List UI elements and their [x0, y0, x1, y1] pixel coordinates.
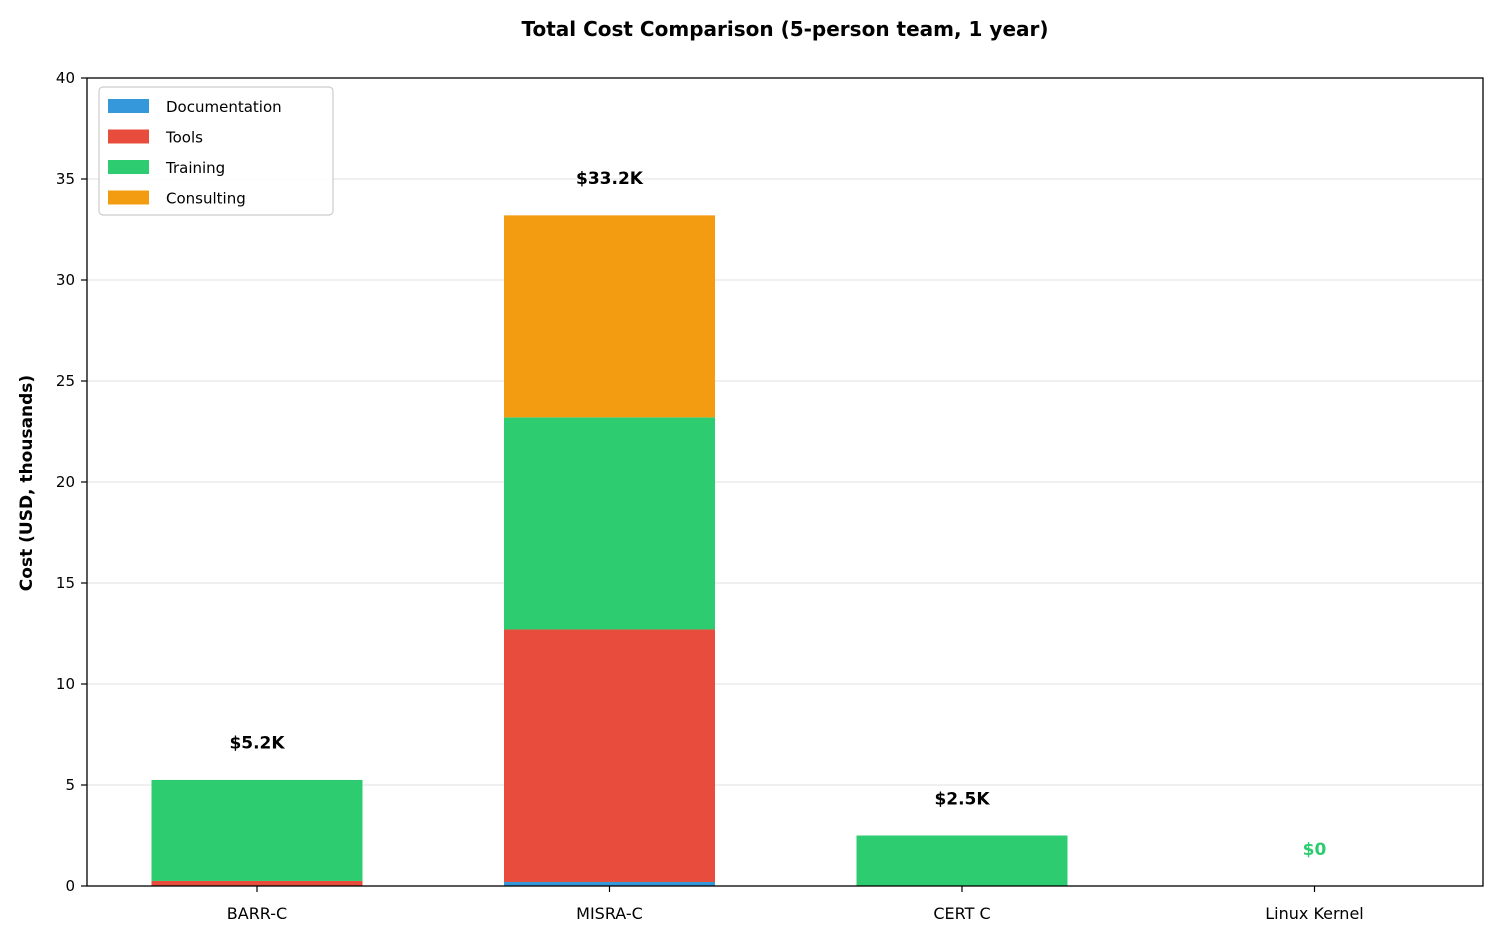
chart-title: Total Cost Comparison (5-person team, 1 … [521, 17, 1048, 41]
y-tick-label: 15 [56, 574, 75, 592]
bar-segment-consulting [504, 215, 715, 418]
bars [151, 215, 1068, 886]
x-axis-ticks: BARR-C MISRA-C CERT C Linux Kernel [227, 886, 1364, 923]
legend-label-consulting: Consulting [166, 190, 246, 208]
legend-box [98, 86, 334, 216]
x-tick-label: MISRA-C [576, 904, 643, 923]
y-axis-ticks: 0 5 10 15 20 25 30 35 40 [56, 69, 87, 895]
bar-total-label: $2.5K [934, 789, 990, 809]
bar-segment-training [151, 779, 363, 881]
y-axis-label: Cost (USD, thousands) [17, 375, 37, 591]
y-tick-label: 40 [56, 69, 75, 87]
bar-segment-documentation [504, 881, 715, 886]
total-labels: $5.2K $33.2K $2.5K $0 [229, 169, 1326, 860]
y-tick-label: 25 [56, 372, 75, 390]
legend: Documentation Tools Training Consulting [98, 86, 334, 216]
x-tick-label: Linux Kernel [1265, 904, 1363, 923]
bar-segment-tools [504, 629, 715, 882]
bar-segment-training [856, 835, 1068, 886]
bar-total-label: $5.2K [229, 734, 285, 754]
legend-swatch-training [108, 160, 149, 174]
y-tick-label: 10 [56, 675, 75, 693]
legend-swatch-consulting [108, 190, 149, 205]
legend-label-documentation: Documentation [166, 98, 282, 116]
bar-segment-tools [151, 880, 363, 886]
bar-total-label: $33.2K [576, 169, 644, 189]
y-tick-label: 0 [65, 877, 75, 895]
x-tick-label: BARR-C [227, 904, 287, 923]
y-tick-label: 5 [65, 776, 75, 794]
legend-swatch-documentation [108, 99, 149, 113]
y-tick-label: 35 [56, 170, 75, 188]
x-tick-label: CERT C [933, 904, 990, 923]
y-tick-label: 30 [56, 271, 75, 289]
plot-frame [86, 77, 1484, 887]
bar-total-label: $0 [1303, 840, 1327, 860]
y-tick-label: 20 [56, 473, 75, 491]
legend-swatch-tools [108, 129, 149, 144]
legend-label-tools: Tools [165, 129, 203, 147]
legend-label-training: Training [165, 159, 225, 177]
bar-segment-training [504, 417, 715, 630]
